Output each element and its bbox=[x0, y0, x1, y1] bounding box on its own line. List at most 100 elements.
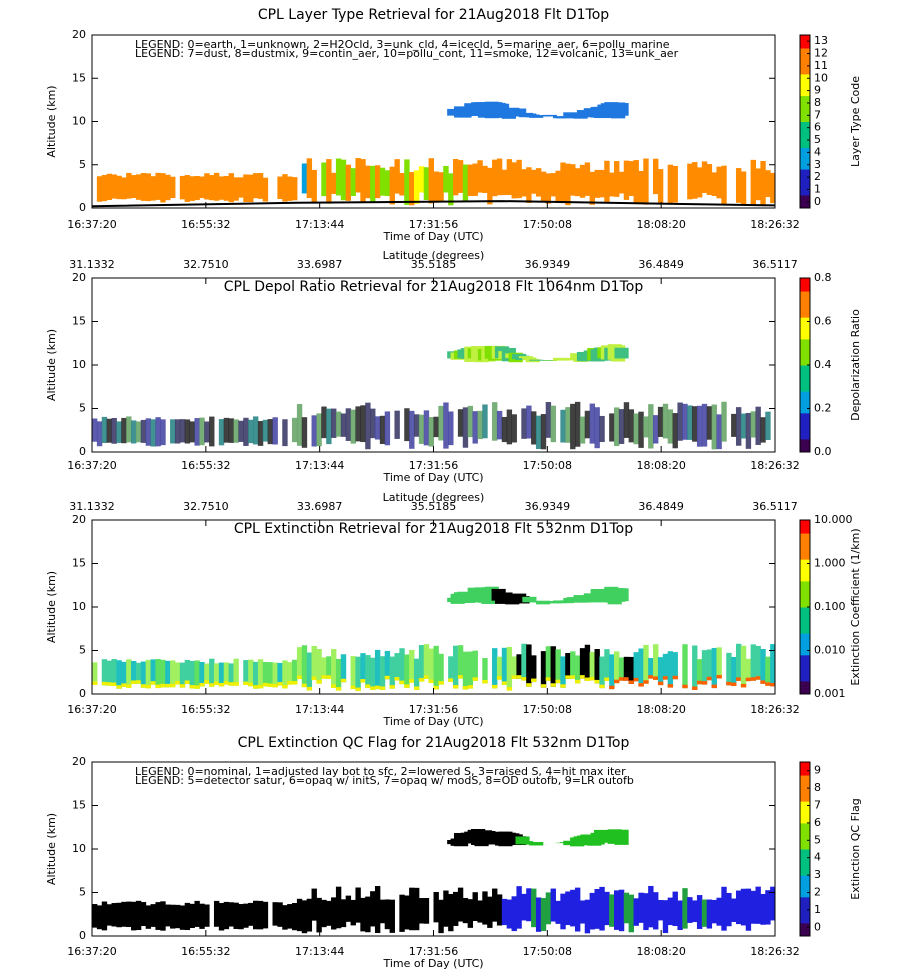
curtain-stripe bbox=[551, 646, 556, 686]
curtain-stripe bbox=[702, 681, 707, 684]
colorbar-segment bbox=[800, 598, 810, 603]
x-tick-label: 17:13:44 bbox=[295, 218, 344, 231]
curtain-stripe bbox=[663, 404, 668, 439]
curtain-stripe bbox=[160, 173, 165, 202]
colorbar-label: Depolarization Ratio bbox=[849, 309, 862, 421]
colorbar-segment bbox=[800, 879, 810, 884]
y-tick-label: 0 bbox=[79, 201, 86, 214]
curtain-stripe bbox=[673, 413, 678, 448]
curtain-stripe bbox=[316, 898, 321, 933]
curtain-stripe bbox=[424, 675, 429, 678]
curtain-stripe bbox=[380, 900, 385, 924]
curtain-stripe bbox=[409, 888, 414, 931]
x-tick-label: 17:50:08 bbox=[523, 459, 572, 472]
curtain-stripe bbox=[258, 685, 263, 688]
curtain-stripe bbox=[648, 675, 653, 678]
curtain-stripe bbox=[609, 173, 614, 197]
curtain-stripe bbox=[697, 406, 702, 447]
curtain-stripe bbox=[331, 409, 336, 438]
curtain-stripe bbox=[121, 662, 126, 687]
colorbar-segment bbox=[800, 555, 810, 560]
curtain-stripe bbox=[497, 676, 502, 679]
colorbar-segment bbox=[800, 546, 810, 551]
colorbar-segment bbox=[800, 326, 810, 331]
colorbar-segment bbox=[800, 797, 810, 802]
curtain-stripe bbox=[551, 889, 556, 922]
curtain-stripe bbox=[546, 173, 551, 203]
curtain-stripe bbox=[351, 410, 356, 444]
curtain-stripe bbox=[570, 404, 575, 449]
curtain bbox=[97, 102, 776, 206]
curtain-stripe bbox=[682, 685, 687, 688]
curtain-stripe bbox=[741, 171, 746, 204]
x-axis-label: Time of Day (UTC) bbox=[382, 471, 483, 484]
colorbar-tick-label: 4 bbox=[814, 145, 821, 158]
curtain-stripe bbox=[507, 900, 512, 929]
colorbar-segment bbox=[800, 295, 810, 300]
colorbar-segment bbox=[800, 322, 810, 327]
colorbar-segment bbox=[800, 335, 810, 340]
colorbar-segment bbox=[800, 195, 810, 200]
curtain-stripe bbox=[658, 407, 663, 437]
y-axis-label: Altitude (km) bbox=[45, 571, 58, 643]
colorbar-segment bbox=[800, 629, 810, 634]
colorbar-segment bbox=[800, 156, 810, 161]
curtain-stripe bbox=[175, 681, 180, 684]
curtain-stripe bbox=[453, 159, 458, 195]
curtain-stripe bbox=[365, 897, 370, 933]
curtain-stripe bbox=[185, 903, 190, 930]
curtain-stripe bbox=[126, 416, 131, 442]
curtain-stripe bbox=[394, 677, 399, 680]
legend-text: LEGEND: 5=detector satur, 6=opaq w/ init… bbox=[135, 774, 634, 787]
curtain-stripe bbox=[380, 416, 385, 444]
curtain-stripe bbox=[731, 683, 736, 686]
curtain-stripe bbox=[477, 900, 482, 922]
y-tick-label: 20 bbox=[72, 28, 86, 41]
colorbar-segment bbox=[800, 182, 810, 187]
curtain-stripe bbox=[760, 417, 765, 442]
colorbar-tick-label: 0.4 bbox=[814, 358, 832, 371]
curtain-stripe bbox=[258, 173, 263, 199]
curtain-stripe bbox=[529, 115, 543, 117]
curtain-stripe bbox=[560, 163, 565, 204]
curtain-stripe bbox=[526, 888, 531, 921]
curtain-stripe bbox=[580, 417, 585, 444]
curtain-stripe bbox=[697, 167, 702, 197]
curtain-stripe bbox=[624, 677, 629, 680]
curtain-stripe bbox=[316, 413, 321, 446]
curtain-stripe bbox=[321, 162, 326, 196]
curtain-stripe bbox=[351, 686, 356, 689]
curtain-stripe bbox=[614, 680, 619, 683]
curtain-stripe bbox=[194, 176, 199, 200]
curtain-stripe bbox=[555, 649, 560, 683]
colorbar-segment bbox=[800, 426, 810, 431]
curtain-stripe bbox=[390, 900, 395, 933]
curtain-stripe bbox=[482, 166, 487, 193]
colorbar-segment bbox=[800, 611, 810, 616]
curtain-stripe bbox=[643, 645, 648, 684]
curtain-stripe bbox=[492, 889, 497, 922]
curtain-stripe bbox=[751, 677, 756, 680]
curtain-stripe bbox=[565, 164, 570, 206]
curtain-stripe bbox=[531, 655, 536, 682]
curtain-stripe bbox=[731, 657, 736, 686]
curtain-stripe bbox=[760, 161, 765, 205]
curtain-stripe bbox=[165, 661, 170, 688]
colorbar-segment bbox=[800, 775, 810, 780]
curtain-stripe bbox=[468, 406, 473, 437]
curtain-stripe bbox=[755, 407, 760, 445]
curtain-stripe bbox=[702, 161, 707, 193]
x2-tick-label: 36.4849 bbox=[638, 500, 684, 513]
colorbar-segment bbox=[800, 422, 810, 427]
y-tick-label: 10 bbox=[72, 600, 86, 613]
curtain-stripe bbox=[760, 680, 765, 683]
curtain-stripe bbox=[326, 409, 331, 444]
curtain-stripe bbox=[590, 652, 595, 681]
curtain-stripe bbox=[453, 646, 458, 689]
curtain-stripe bbox=[643, 159, 648, 205]
curtain-stripe bbox=[443, 402, 448, 448]
curtain-stripe bbox=[463, 407, 468, 447]
curtain-stripe bbox=[580, 648, 585, 678]
curtain-stripe bbox=[531, 170, 536, 194]
